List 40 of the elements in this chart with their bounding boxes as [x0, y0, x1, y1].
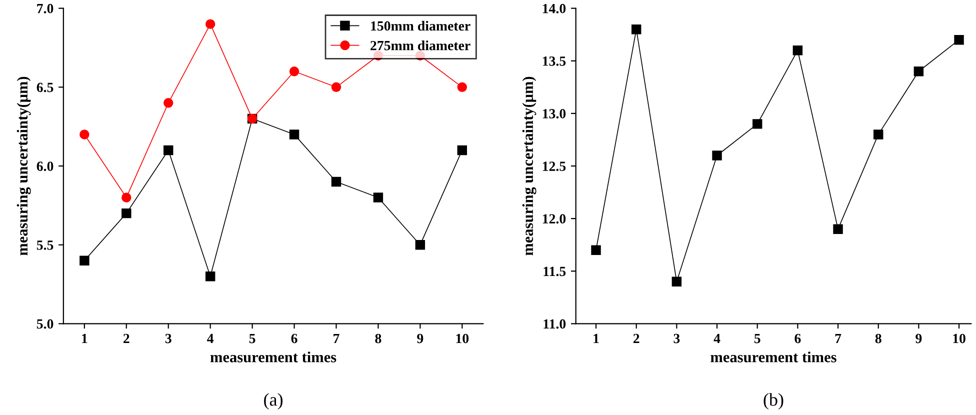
y-tick-label: 12.5 [542, 162, 566, 172]
x-tick-label: 7 [835, 334, 842, 344]
y-tick-label: 14.0 [542, 4, 566, 14]
x-tick-label: 10 [456, 334, 469, 344]
legend-label: 275mm diameter [370, 40, 470, 50]
x-tick-label: 3 [674, 334, 680, 344]
x-tick-label: 10 [953, 334, 966, 344]
x-axis-title: measurement times [710, 352, 836, 362]
x-tick-label: 7 [334, 334, 340, 344]
x-tick-label: 2 [124, 334, 130, 344]
legend-label: 150mm diameter [371, 20, 470, 31]
y-axis-title: measuring uncertainty(μm) [522, 76, 536, 256]
x-tick-label: 6 [794, 334, 801, 344]
x-axis-title: measurement times [210, 352, 336, 362]
x-tick-label: 4 [714, 334, 720, 344]
x-tick-label: 3 [165, 334, 172, 344]
y-tick-label: 11.5 [544, 266, 566, 276]
x-tick-label: 9 [417, 334, 424, 344]
x-tick-label: 4 [207, 334, 214, 344]
x-tick-label: 6 [291, 334, 298, 344]
y-axis-title: measuring uncertainty(μm) [16, 76, 31, 256]
x-tick-label: 1 [82, 334, 88, 344]
text: (b) [764, 393, 784, 410]
y-tick-label: 6.0 [36, 162, 54, 172]
y-tick-label: 12.0 [542, 214, 566, 224]
y-tick-label: 5.0 [36, 319, 54, 329]
x-tick-label: 8 [375, 334, 382, 344]
x-tick-label: 8 [875, 334, 882, 344]
y-tick-label: 13.5 [542, 56, 566, 66]
y-tick-label: 11.0 [544, 319, 566, 329]
y-tick-label: 7.0 [37, 4, 54, 14]
x-tick-label: 5 [249, 334, 256, 344]
y-tick-label: 6.5 [36, 82, 54, 92]
x-tick-label: 1 [594, 334, 599, 344]
x-tick-label: 5 [754, 334, 760, 344]
x-tick-label: 9 [916, 334, 922, 344]
text: (a) [264, 393, 283, 410]
x-tick-label: 2 [633, 334, 640, 344]
y-tick-label: 5.5 [36, 240, 54, 250]
y-tick-label: 13.0 [542, 109, 566, 118]
